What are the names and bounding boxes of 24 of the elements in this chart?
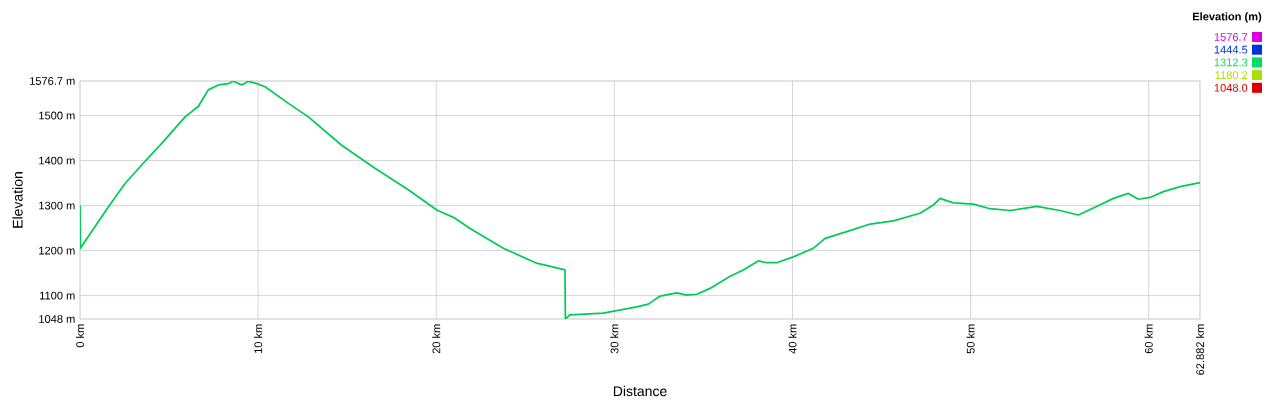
x-tick-label: 0 km: [75, 324, 85, 348]
y-tick-label: 1100 m: [40, 291, 75, 300]
x-tick-label: 30 km: [610, 324, 619, 354]
x-axis-title: Distance: [613, 385, 667, 397]
x-tick-label: 60 km: [1144, 324, 1153, 354]
color-bar-label: 1312.3: [1214, 58, 1248, 67]
x-tick-label: 10 km: [254, 324, 263, 354]
color-bar-label: 1576.7: [1214, 33, 1248, 41]
x-tick-label: 62.882 km: [1195, 324, 1205, 375]
x-tick-label: 40 km: [788, 324, 797, 354]
x-tick-label: 50 km: [966, 324, 975, 354]
y-tick-label: 1576.7 m: [29, 77, 75, 85]
color-bar-label: 1444.5: [1214, 45, 1248, 54]
y-axis-title: Elevation: [12, 172, 23, 228]
color-bar-label: 1048.0: [1214, 83, 1248, 92]
color-bar-label: 1180.2: [1215, 71, 1248, 80]
line-series: [80, 81, 1201, 319]
y-tick-label: 1200 m: [39, 246, 75, 255]
y-tick-label: 1300 m: [39, 201, 75, 210]
y-tick-label: 1048 m: [39, 315, 75, 323]
y-tick-label: 1400 m: [39, 156, 75, 165]
color-bar-title: Elevation (m): [1193, 12, 1262, 23]
x-tick-label: 20 km: [432, 324, 441, 354]
y-tick-label: 1500 m: [39, 111, 75, 120]
